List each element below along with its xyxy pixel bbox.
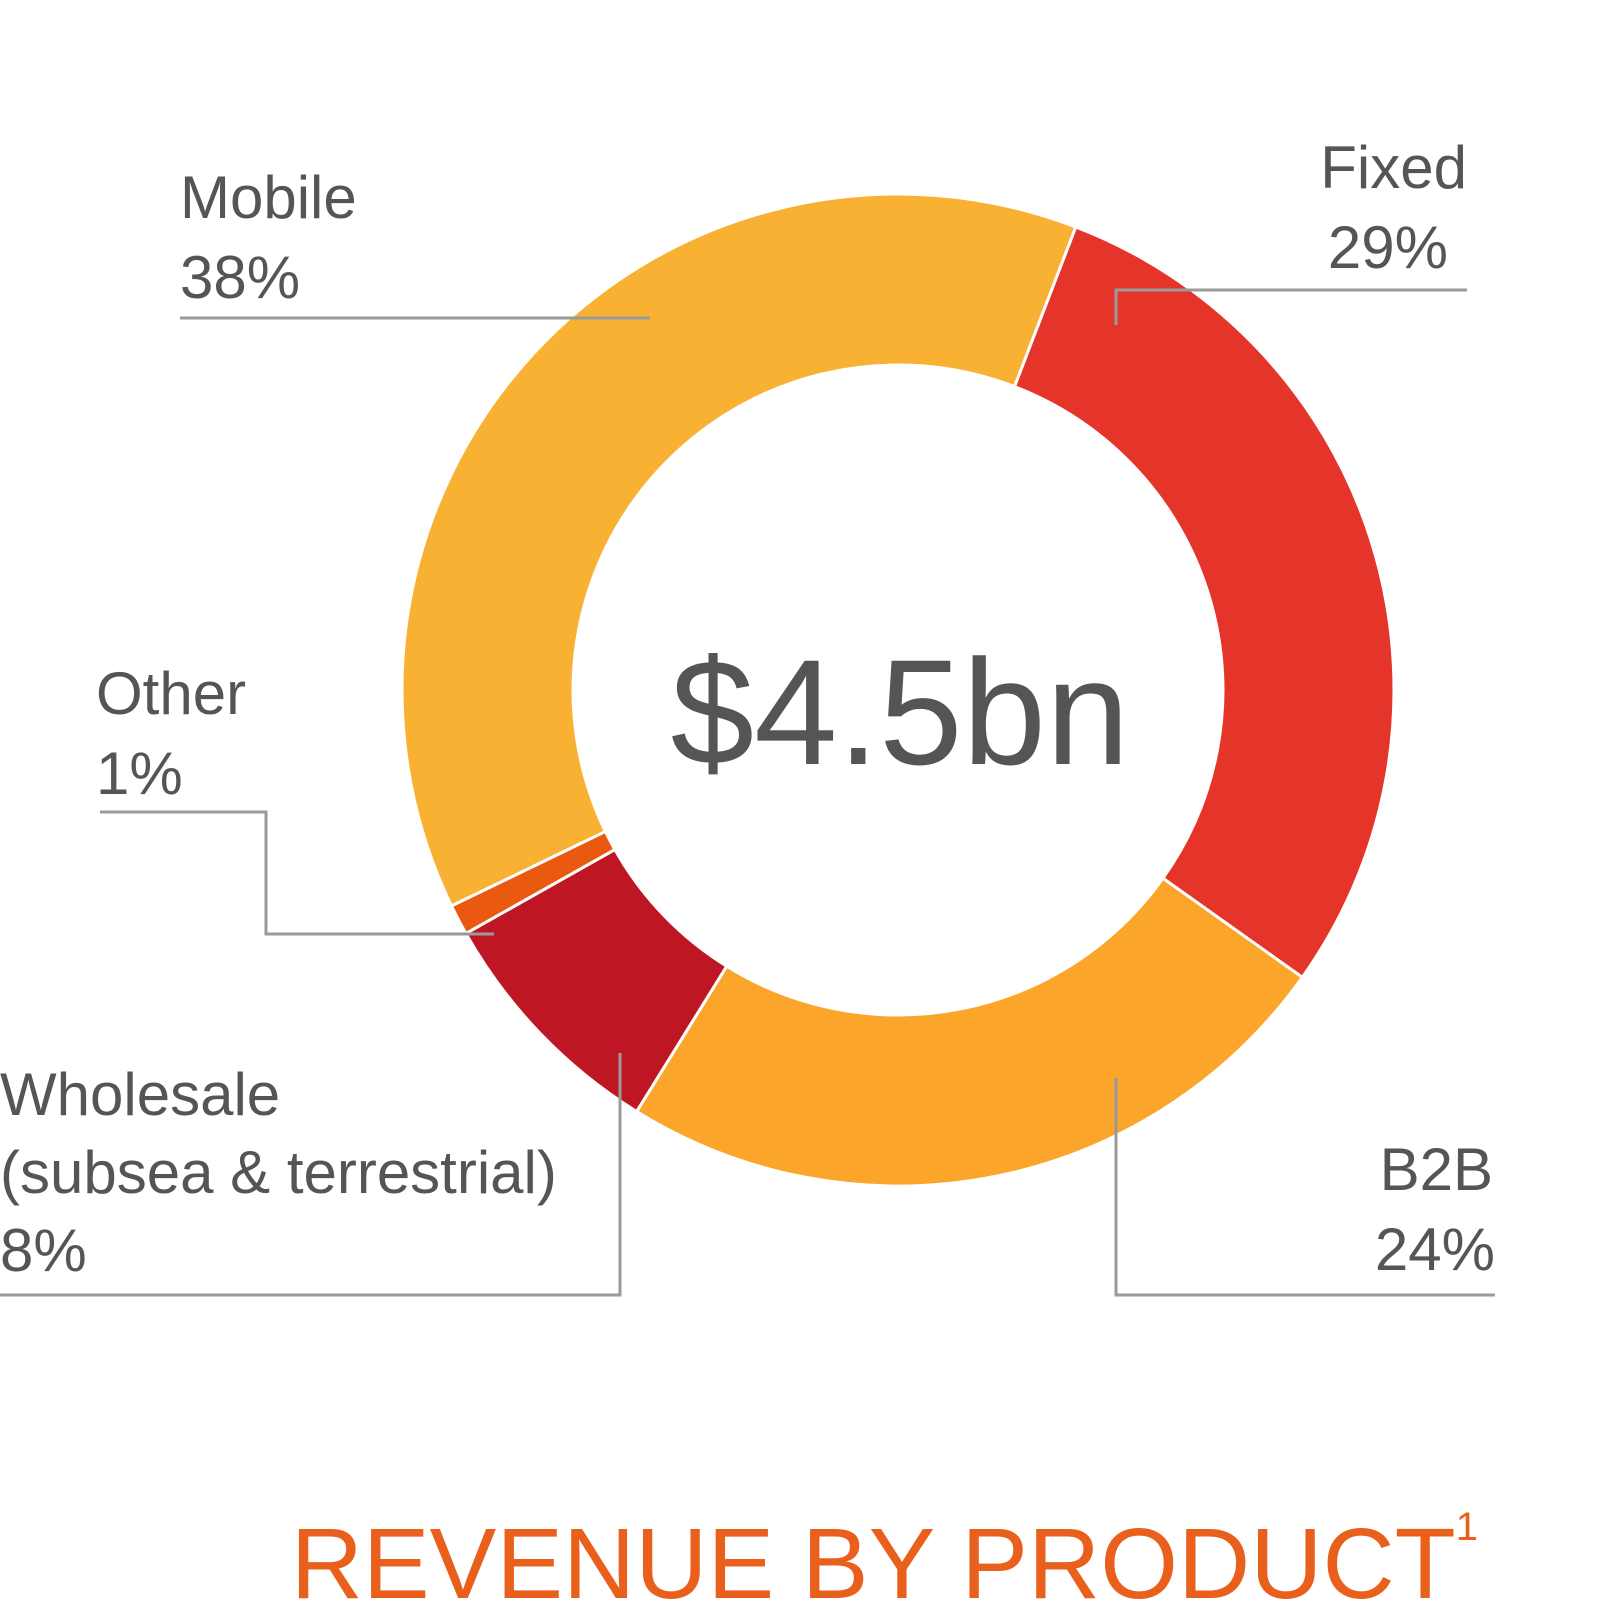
chart-title: REVENUE BY PRODUCT1	[291, 1505, 1478, 1600]
label-mobile-value: 38%	[180, 244, 300, 311]
label-mobile-name: Mobile	[180, 164, 357, 231]
label-wholesale-value: 8%	[0, 1217, 87, 1284]
label-fixed-name: Fixed	[1320, 134, 1467, 201]
slice-fixed	[1012, 225, 1396, 980]
leader-line-other	[100, 810, 494, 936]
label-b2b-value: 24%	[1375, 1216, 1495, 1283]
label-wholesale-name-line1: Wholesale	[0, 1061, 280, 1128]
leader-line-b2b	[1114, 1078, 1495, 1297]
label-wholesale-name-line2: (subsea & terrestrial)	[0, 1139, 557, 1206]
label-other-value: 1%	[96, 740, 183, 807]
slice-mobile	[400, 192, 1078, 908]
chart-title-text: REVENUE BY PRODUCT	[291, 1508, 1456, 1600]
leader-line-fixed	[1114, 288, 1467, 325]
label-other-name: Other	[96, 660, 246, 727]
slice-b2b	[634, 876, 1305, 1188]
center-total: $4.5bn	[671, 628, 1130, 796]
donut-slices	[400, 192, 1396, 1188]
leader-line-wholesale	[0, 1053, 622, 1297]
label-b2b-name: B2B	[1380, 1136, 1493, 1203]
chart-title-superscript: 1	[1456, 1505, 1478, 1549]
label-fixed-value: 29%	[1328, 214, 1448, 281]
